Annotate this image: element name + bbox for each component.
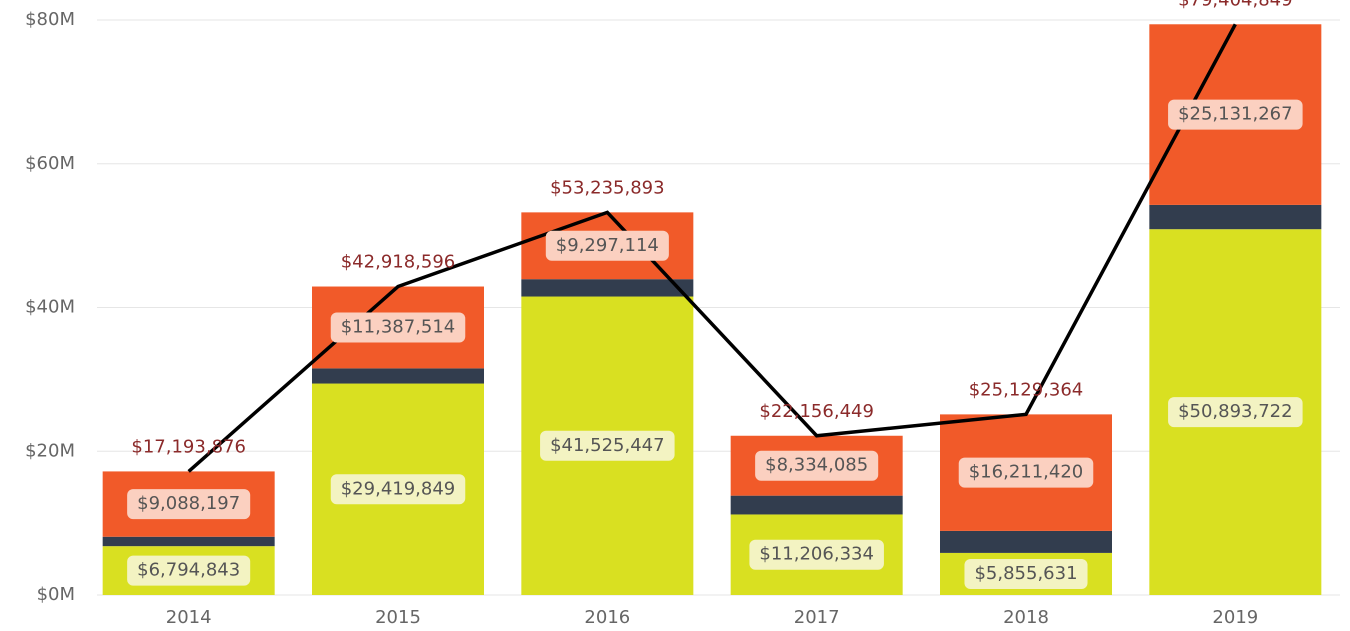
y-tick-label: $0M bbox=[37, 584, 75, 605]
x-tick-label: 2018 bbox=[1003, 607, 1049, 628]
data-label-text: $11,387,514 bbox=[341, 316, 456, 337]
data-label: $11,387,514 bbox=[330, 312, 466, 343]
data-label: $50,893,722 bbox=[1168, 397, 1303, 428]
y-tick-label: $80M bbox=[25, 9, 75, 30]
data-label-text: $25,131,267 bbox=[1178, 104, 1293, 125]
data-label-text: $41,525,447 bbox=[550, 435, 665, 456]
data-label: $8,334,085 bbox=[755, 450, 879, 481]
label-box bbox=[330, 312, 466, 343]
label-box bbox=[127, 555, 251, 586]
y-tick-label: $20M bbox=[25, 440, 75, 461]
total-label: $22,156,449 bbox=[759, 401, 874, 422]
data-label: $16,211,420 bbox=[958, 457, 1094, 488]
total-label: $79,404,849 bbox=[1178, 0, 1293, 10]
data-label-text: $6,794,843 bbox=[137, 560, 240, 581]
data-label-text: $29,419,849 bbox=[341, 478, 456, 499]
x-tick-label: 2015 bbox=[375, 607, 421, 628]
label-box bbox=[330, 474, 466, 505]
data-label: $6,794,843 bbox=[127, 555, 251, 586]
bar-segment bbox=[730, 495, 903, 515]
label-box bbox=[545, 230, 669, 261]
label-box bbox=[958, 457, 1094, 488]
total-label: $53,235,893 bbox=[550, 177, 665, 198]
label-box bbox=[964, 558, 1088, 589]
bar-segment bbox=[1149, 204, 1322, 230]
total-label: $17,193,876 bbox=[131, 436, 246, 457]
data-label: $9,297,114 bbox=[545, 230, 669, 261]
total-label: $25,129,364 bbox=[969, 379, 1084, 400]
y-tick-label: $60M bbox=[25, 153, 75, 174]
data-label: $9,088,197 bbox=[127, 489, 251, 520]
total-label: $42,918,596 bbox=[341, 252, 456, 273]
label-box bbox=[1168, 99, 1303, 130]
x-tick-label: 2014 bbox=[166, 607, 212, 628]
label-box bbox=[540, 430, 675, 461]
data-label-text: $11,206,334 bbox=[759, 544, 874, 565]
bar-segment bbox=[312, 368, 484, 384]
x-tick-label: 2017 bbox=[794, 607, 840, 628]
bar-segment bbox=[521, 279, 694, 297]
data-label: $11,206,334 bbox=[749, 539, 884, 570]
label-box bbox=[749, 539, 884, 570]
data-label: $29,419,849 bbox=[330, 474, 466, 505]
data-label-text: $50,893,722 bbox=[1178, 401, 1293, 422]
y-tick-label: $40M bbox=[25, 297, 75, 318]
bar-segment bbox=[940, 530, 1112, 553]
data-label-text: $5,855,631 bbox=[974, 563, 1077, 584]
label-box bbox=[1168, 397, 1303, 428]
label-box bbox=[127, 489, 251, 520]
x-tick-label: 2016 bbox=[584, 607, 630, 628]
x-tick-label: 2019 bbox=[1212, 607, 1258, 628]
data-label: $5,855,631 bbox=[964, 558, 1088, 589]
data-label-text: $9,088,197 bbox=[137, 493, 240, 514]
data-label: $25,131,267 bbox=[1168, 99, 1303, 130]
label-box bbox=[755, 450, 879, 481]
data-label: $41,525,447 bbox=[540, 430, 675, 461]
data-label-text: $16,211,420 bbox=[969, 462, 1084, 483]
data-label-text: $9,297,114 bbox=[556, 235, 659, 256]
bar-segment bbox=[102, 536, 275, 547]
data-label-text: $8,334,085 bbox=[765, 455, 868, 476]
